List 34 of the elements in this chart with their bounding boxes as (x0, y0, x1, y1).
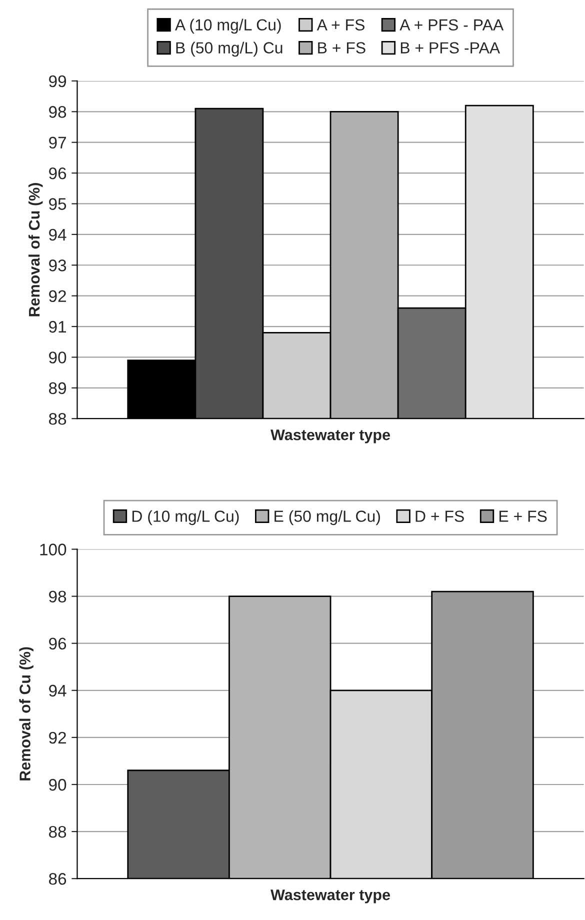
y-tick-label: 92 (49, 290, 66, 302)
y-tick-label: 94 (49, 228, 66, 241)
y-tick-label: 96 (49, 638, 66, 650)
legend-label: A + PFS - PAA (400, 19, 504, 31)
legend-label: A (10 mg/L Cu) (175, 18, 281, 34)
legend-label: B (50 mg/L) Cu (176, 42, 282, 57)
legend-label: E (50 mg/L Cu) (274, 510, 380, 526)
y-axis-title: Removal of Cu (%) (28, 183, 43, 316)
y-tick-label: 98 (49, 590, 66, 602)
y-tick-label: 97 (49, 136, 66, 149)
y-tick-label: 91 (49, 320, 66, 333)
y-axis-title: Removal of Cu (%) (19, 647, 34, 780)
legend-label: B + PFS -PAA (400, 42, 500, 54)
y-tick-label: 95 (49, 198, 66, 210)
legend-label: D + FS (416, 510, 464, 522)
y-tick-label: 88 (48, 826, 66, 838)
y-tick-label: 100 (40, 544, 66, 556)
x-axis-title: Wastewater type (270, 890, 390, 904)
y-tick-label: 90 (49, 352, 66, 364)
y-tick-label: 86 (48, 873, 66, 885)
x-axis-title: Wastewater type (270, 430, 390, 444)
y-tick-label: 90 (49, 778, 66, 791)
legend-label: A + FS (316, 19, 364, 31)
y-tick-label: 93 (49, 260, 66, 272)
y-tick-label: 98 (49, 106, 66, 118)
legend-label: D (10 mg/L Cu) (132, 510, 239, 526)
y-tick-label: 99 (49, 75, 66, 88)
y-tick-label: 94 (49, 684, 66, 697)
y-tick-label: 96 (49, 167, 66, 180)
y-tick-label: 88 (48, 413, 66, 425)
legend-label: E + FS (500, 510, 547, 522)
y-tick-label: 92 (49, 732, 66, 744)
legend-label: B + FS (318, 42, 366, 54)
y-tick-label: 89 (48, 382, 66, 394)
